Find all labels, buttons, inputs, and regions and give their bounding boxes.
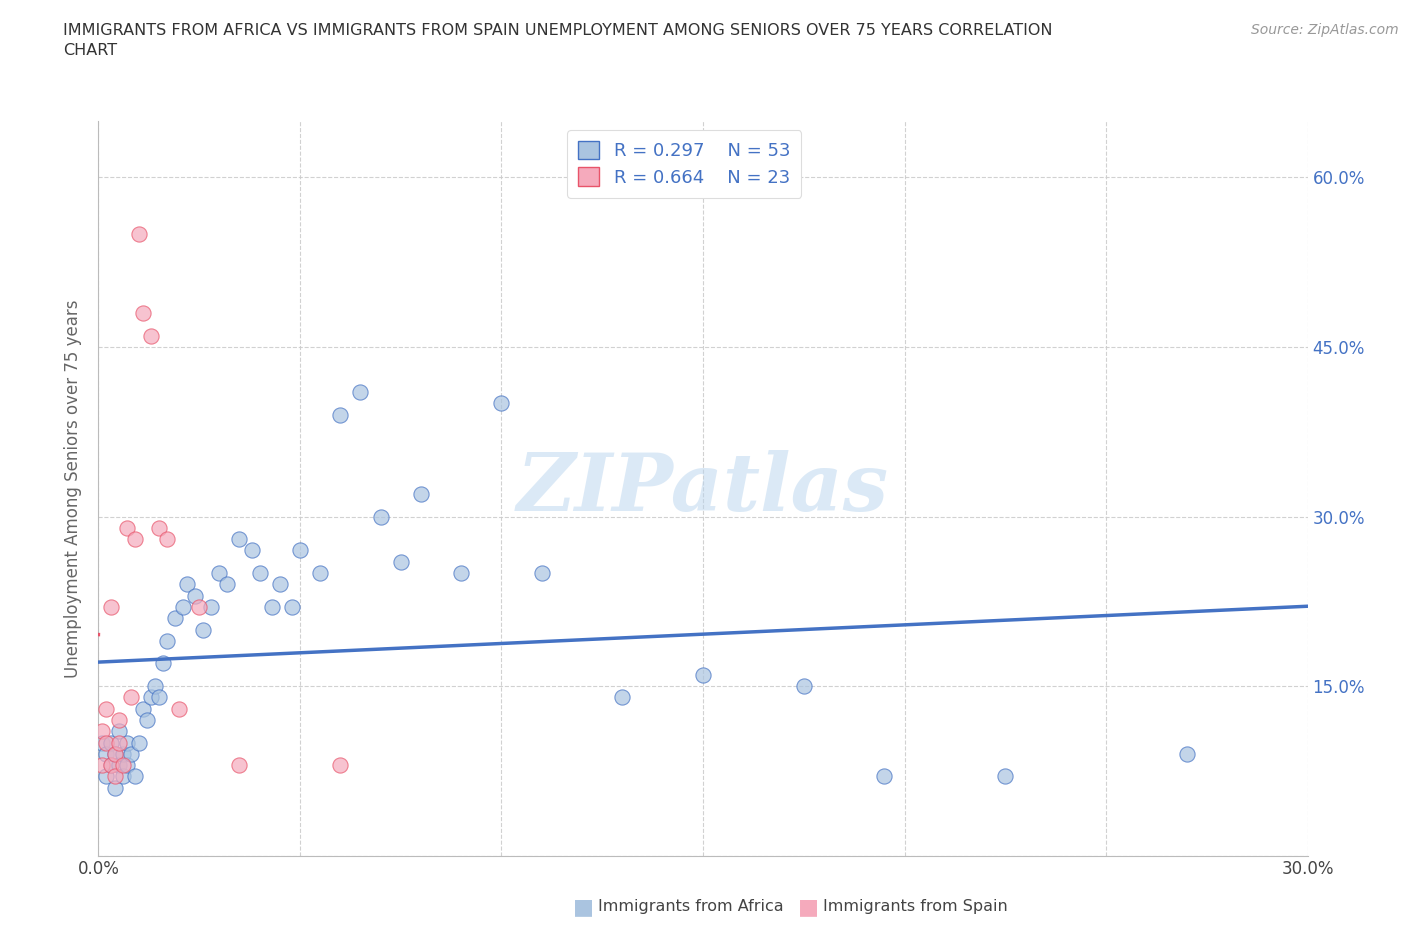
Text: IMMIGRANTS FROM AFRICA VS IMMIGRANTS FROM SPAIN UNEMPLOYMENT AMONG SENIORS OVER : IMMIGRANTS FROM AFRICA VS IMMIGRANTS FRO…: [63, 23, 1053, 58]
Point: [107, 735, 129, 750]
Point: [135, 712, 157, 727]
Point: [217, 577, 239, 591]
Point: [139, 328, 162, 343]
Point: [692, 668, 714, 683]
Point: [530, 565, 553, 580]
Point: [148, 690, 170, 705]
Point: [111, 747, 134, 762]
Point: [994, 769, 1017, 784]
Point: [103, 769, 125, 784]
Point: [148, 521, 170, 536]
Point: [103, 747, 125, 762]
Y-axis label: Unemployment Among Seniors over 75 years: Unemployment Among Seniors over 75 years: [65, 299, 83, 677]
Point: [132, 701, 155, 716]
Point: [96, 701, 118, 716]
Point: [156, 532, 179, 547]
Text: Immigrants from Africa: Immigrants from Africa: [598, 899, 783, 914]
Point: [200, 600, 222, 615]
Text: ■: ■: [799, 897, 818, 917]
Point: [228, 532, 250, 547]
Point: [612, 690, 634, 705]
Point: [132, 306, 155, 321]
Point: [103, 747, 125, 762]
Point: [143, 679, 166, 694]
Point: [329, 407, 352, 422]
Point: [100, 600, 122, 615]
Point: [409, 486, 432, 501]
Point: [260, 600, 283, 615]
Point: [111, 769, 134, 784]
Point: [240, 543, 263, 558]
Point: [96, 769, 118, 784]
Point: [100, 758, 122, 773]
Point: [100, 735, 122, 750]
Point: [450, 565, 472, 580]
Point: [329, 758, 352, 773]
Point: [163, 611, 186, 626]
Text: Immigrants from Spain: Immigrants from Spain: [823, 899, 1007, 914]
Point: [188, 600, 211, 615]
Point: [96, 735, 118, 750]
Text: Source: ZipAtlas.com: Source: ZipAtlas.com: [1251, 23, 1399, 37]
Point: [107, 758, 129, 773]
Point: [120, 747, 142, 762]
Point: [111, 758, 134, 773]
Point: [124, 769, 146, 784]
Point: [139, 690, 162, 705]
Point: [281, 600, 304, 615]
Point: [176, 577, 198, 591]
Point: [309, 565, 332, 580]
Point: [389, 554, 412, 569]
Point: [349, 385, 371, 400]
Point: [91, 758, 114, 773]
Point: [156, 633, 179, 648]
Point: [100, 758, 122, 773]
Point: [128, 735, 150, 750]
Point: [269, 577, 291, 591]
Point: [193, 622, 215, 637]
Point: [1175, 747, 1198, 762]
Point: [115, 521, 138, 536]
Text: ■: ■: [574, 897, 593, 917]
Point: [152, 656, 174, 671]
Point: [96, 747, 118, 762]
Point: [249, 565, 271, 580]
Point: [172, 600, 194, 615]
Point: [107, 724, 129, 738]
Point: [288, 543, 311, 558]
Point: [167, 701, 190, 716]
Point: [115, 735, 138, 750]
Point: [115, 758, 138, 773]
Point: [91, 724, 114, 738]
Point: [91, 735, 114, 750]
Point: [120, 690, 142, 705]
Text: ZIPatlas: ZIPatlas: [517, 449, 889, 527]
Point: [107, 712, 129, 727]
Point: [491, 396, 513, 411]
Point: [370, 509, 392, 524]
Point: [124, 532, 146, 547]
Point: [228, 758, 250, 773]
Point: [128, 227, 150, 242]
Legend: R = 0.297    N = 53, R = 0.664    N = 23: R = 0.297 N = 53, R = 0.664 N = 23: [567, 130, 801, 197]
Point: [103, 780, 125, 795]
Point: [184, 588, 207, 603]
Point: [873, 769, 896, 784]
Point: [208, 565, 231, 580]
Point: [793, 679, 815, 694]
